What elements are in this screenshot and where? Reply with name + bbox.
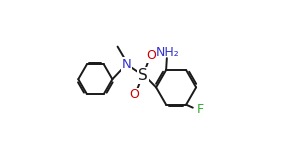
Text: F: F xyxy=(197,103,203,116)
Text: NH₂: NH₂ xyxy=(156,47,179,59)
Text: N: N xyxy=(122,58,131,71)
Text: O: O xyxy=(130,88,139,101)
Text: O: O xyxy=(146,49,156,62)
Text: S: S xyxy=(138,68,148,83)
